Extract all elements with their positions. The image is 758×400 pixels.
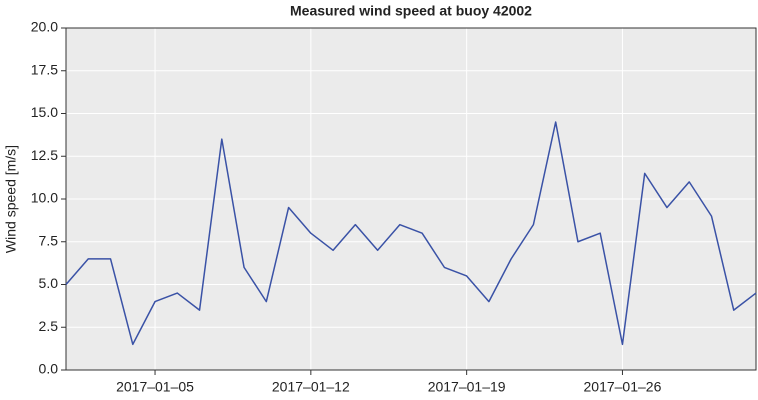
- y-tick-label: 12.5: [31, 147, 58, 163]
- y-tick-label: 7.5: [39, 232, 59, 248]
- y-tick-label: 2.5: [39, 318, 59, 334]
- y-tick-label: 0.0: [39, 361, 59, 377]
- x-tick-label: 2017–01–05: [116, 379, 194, 395]
- chart-title: Measured wind speed at buoy 42002: [290, 3, 532, 19]
- x-tick-label: 2017–01–19: [428, 379, 506, 395]
- y-tick-label: 15.0: [31, 104, 58, 120]
- data-line: [65, 121, 757, 346]
- plot-frame: [65, 27, 757, 371]
- x-tick-label: 2017–01–12: [272, 379, 350, 395]
- y-tick-label: 5.0: [39, 275, 59, 291]
- x-tick-label: 2017–01–26: [584, 379, 662, 395]
- y-tick-label: 20.0: [31, 19, 58, 35]
- y-tick-label: 17.5: [31, 61, 58, 77]
- y-axis-label: Wind speed [m/s]: [3, 145, 19, 253]
- y-tick-label: 10.0: [31, 190, 58, 206]
